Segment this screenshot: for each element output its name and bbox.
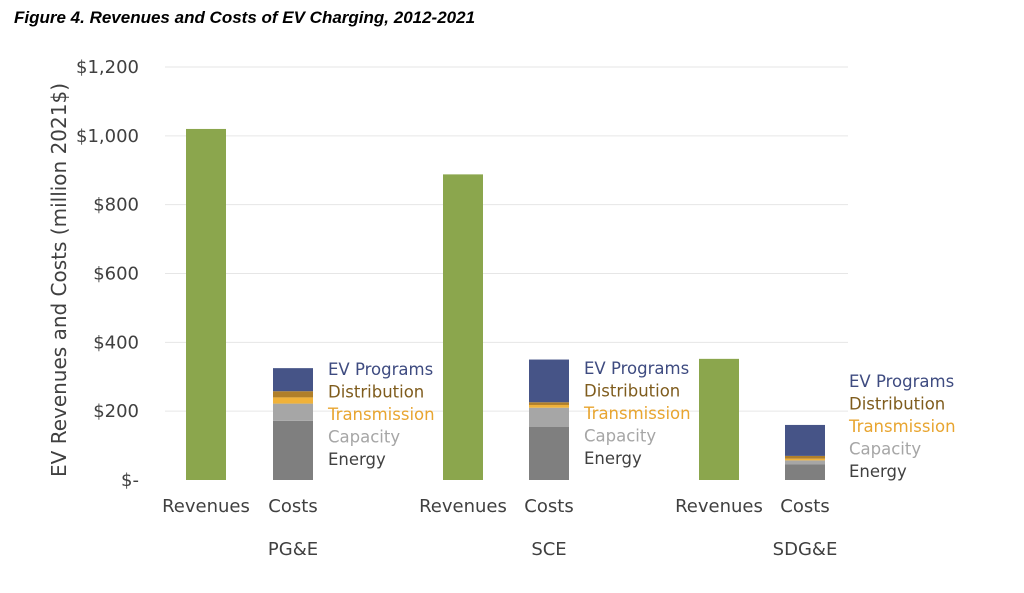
- group-label: SDG&E: [773, 539, 838, 560]
- cost-segment-capacity: [785, 460, 825, 465]
- y-tick-label: $800: [93, 195, 139, 216]
- cost-segment-transmission: [785, 458, 825, 461]
- component-label-ev-programs: EV Programs: [328, 360, 433, 379]
- cost-segment-energy: [785, 464, 825, 480]
- component-label-capacity: Capacity: [328, 428, 400, 447]
- y-tick-label: $-: [121, 470, 139, 491]
- cost-segment-transmission: [529, 404, 569, 408]
- component-label-transmission: Transmission: [327, 405, 435, 424]
- bar-label-costs: Costs: [524, 496, 573, 517]
- bar-label-revenues: Revenues: [675, 496, 763, 517]
- component-label-ev-programs: EV Programs: [584, 359, 689, 378]
- component-label-transmission: Transmission: [583, 404, 691, 423]
- group-label: PG&E: [268, 539, 318, 560]
- cost-segment-ev-programs: [785, 424, 825, 456]
- bar-label-revenues: Revenues: [419, 496, 507, 517]
- revenue-bar: [699, 358, 739, 480]
- bar-label-costs: Costs: [780, 496, 829, 517]
- component-label-energy: Energy: [584, 449, 642, 468]
- cost-segment-capacity: [529, 407, 569, 427]
- bar-label-costs: Costs: [268, 496, 317, 517]
- y-tick-label: $400: [93, 332, 139, 353]
- group-label: SCE: [531, 539, 566, 560]
- component-label-distribution: Distribution: [584, 382, 680, 401]
- cost-segment-capacity: [273, 403, 313, 421]
- component-label-capacity: Capacity: [849, 440, 921, 459]
- cost-segment-transmission: [273, 397, 313, 404]
- y-tick-label: $1,200: [76, 57, 139, 78]
- cost-segment-energy: [529, 426, 569, 480]
- component-label-ev-programs: EV Programs: [849, 372, 954, 391]
- bar-label-revenues: Revenues: [162, 496, 250, 517]
- component-label-distribution: Distribution: [328, 383, 424, 402]
- cost-segment-energy: [273, 420, 313, 480]
- cost-segment-ev-programs: [273, 368, 313, 392]
- figure-title: Figure 4. Revenues and Costs of EV Charg…: [14, 8, 476, 27]
- y-tick-label: $1,000: [76, 126, 139, 147]
- cost-segment-ev-programs: [529, 359, 569, 403]
- component-label-distribution: Distribution: [849, 395, 945, 414]
- revenue-bar: [443, 174, 483, 480]
- revenue-bar: [186, 128, 226, 480]
- component-label-capacity: Capacity: [584, 427, 656, 446]
- component-label-energy: Energy: [328, 450, 386, 469]
- component-label-energy: Energy: [849, 462, 907, 481]
- cost-segment-distribution: [529, 402, 569, 405]
- y-tick-label: $200: [93, 401, 139, 422]
- component-label-transmission: Transmission: [848, 417, 956, 436]
- y-axis-label: EV Revenues and Costs (million 2021$): [47, 83, 71, 477]
- cost-segment-distribution: [273, 391, 313, 398]
- cost-segment-distribution: [785, 455, 825, 459]
- y-tick-label: $600: [93, 264, 139, 285]
